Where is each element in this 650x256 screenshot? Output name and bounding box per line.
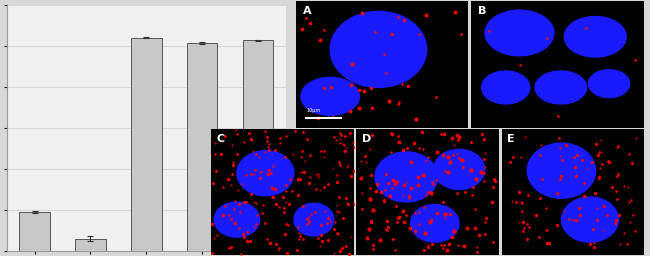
Text: A: A [303, 6, 311, 16]
Ellipse shape [375, 152, 437, 202]
Bar [242, 40, 273, 256]
Ellipse shape [482, 71, 530, 104]
Ellipse shape [588, 70, 630, 98]
Bar [75, 239, 106, 256]
Ellipse shape [535, 71, 587, 104]
Text: B: B [478, 6, 486, 16]
Bar [20, 212, 50, 256]
Ellipse shape [434, 149, 485, 189]
Text: D: D [362, 134, 371, 144]
Bar [131, 38, 162, 256]
Text: 10μm: 10μm [306, 108, 320, 113]
Ellipse shape [411, 205, 459, 242]
Ellipse shape [301, 77, 359, 115]
Ellipse shape [214, 202, 260, 237]
Text: C: C [217, 134, 225, 144]
Bar [187, 43, 218, 256]
Ellipse shape [564, 16, 627, 57]
Ellipse shape [294, 203, 334, 236]
Ellipse shape [237, 151, 294, 196]
Ellipse shape [330, 12, 426, 88]
Ellipse shape [527, 143, 595, 198]
Text: E: E [507, 134, 515, 144]
Ellipse shape [562, 197, 619, 242]
Ellipse shape [485, 10, 554, 56]
